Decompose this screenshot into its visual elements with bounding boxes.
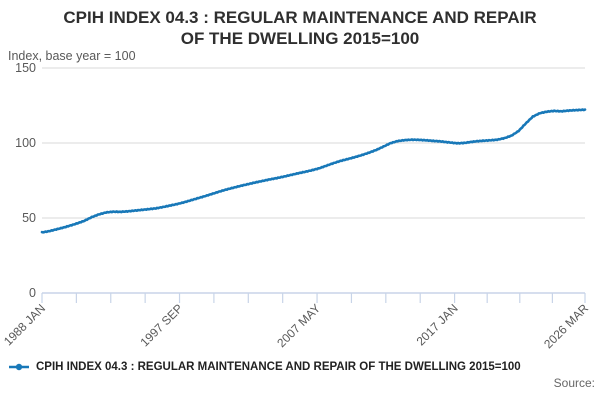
y-tick-label: 0 (29, 286, 36, 300)
x-tick-label: 2007 MAY (274, 301, 323, 350)
chart-title-line2: OF THE DWELLING 2015=100 (180, 29, 420, 48)
x-tick-label: 2026 MAR (541, 301, 591, 351)
x-tick-label: 1997 SEP (138, 301, 186, 349)
x-tick-label: 2017 JAN (414, 301, 461, 348)
y-tick-label: 100 (15, 136, 36, 150)
chart-title: CPIH INDEX 04.3 : REGULAR MAINTENANCE AN… (20, 7, 580, 49)
legend-label: CPIH INDEX 04.3 : REGULAR MAINTENANCE AN… (36, 361, 521, 373)
legend[interactable]: CPIH INDEX 04.3 : REGULAR MAINTENANCE AN… (8, 361, 521, 373)
y-tick-label: 150 (15, 61, 36, 75)
chart-subtitle: Index, base year = 100 (8, 49, 136, 63)
series-line[interactable] (40, 108, 587, 234)
x-tick-label: 1988 JAN (1, 301, 48, 348)
chart-title-line1: CPIH INDEX 04.3 : REGULAR MAINTENANCE AN… (63, 8, 537, 27)
line-with-dot-icon (9, 363, 29, 371)
source-label: Source: (553, 376, 595, 390)
y-tick-label: 50 (22, 211, 36, 225)
